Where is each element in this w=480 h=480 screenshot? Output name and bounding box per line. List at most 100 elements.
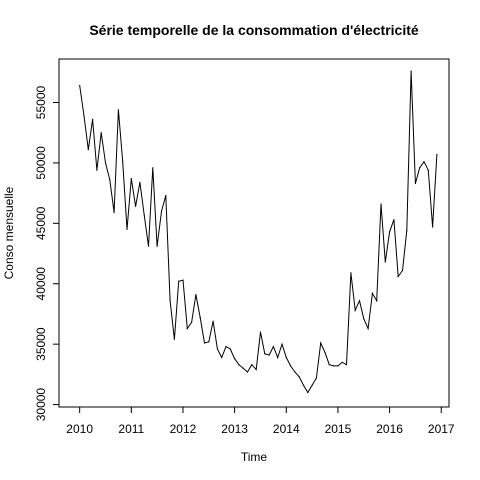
data-points	[79, 70, 438, 394]
data-point	[311, 384, 313, 386]
data-point	[384, 261, 386, 263]
data-point	[208, 341, 210, 343]
data-point	[109, 179, 111, 181]
data-point	[436, 153, 438, 156]
data-point	[389, 231, 391, 233]
data-point	[195, 294, 197, 296]
data-point	[147, 245, 150, 247]
data-point	[130, 178, 132, 180]
data-point	[143, 214, 145, 216]
data-point	[160, 210, 163, 212]
data-point	[225, 346, 227, 348]
data-point	[277, 356, 279, 359]
data-point	[216, 348, 218, 350]
data-point	[152, 167, 154, 169]
data-point	[371, 292, 373, 294]
data-point	[380, 203, 382, 205]
x-tick-label: 2017	[428, 422, 455, 436]
data-point	[427, 169, 429, 171]
y-tick-label: 30000	[34, 388, 48, 422]
data-point	[320, 342, 322, 344]
data-point	[246, 371, 249, 373]
data-point	[79, 85, 81, 87]
data-point	[169, 300, 171, 302]
data-point	[285, 356, 287, 359]
x-axis-label: Time	[241, 450, 268, 464]
data-point	[397, 275, 399, 278]
data-point	[251, 364, 253, 366]
data-point	[345, 364, 348, 366]
data-point	[376, 300, 378, 302]
data-point	[410, 70, 412, 72]
data-point	[298, 376, 300, 378]
data-point	[242, 367, 244, 369]
data-point	[307, 391, 309, 394]
y-tick-label: 35000	[34, 327, 48, 361]
data-point	[191, 321, 193, 323]
chart-title: Série temporelle de la consommation d'él…	[89, 22, 419, 38]
data-point	[173, 338, 175, 340]
data-point	[83, 115, 85, 117]
y-axis: 30000 35000 40000 45000 50000 55000	[34, 85, 59, 421]
data-point	[255, 368, 257, 371]
data-point	[414, 182, 416, 185]
x-axis: 2010 2011 2012 2013 2014 2015 2016 2017	[66, 407, 455, 436]
data-point	[165, 194, 167, 197]
data-point	[419, 167, 421, 169]
data-point	[367, 327, 369, 330]
data-point	[113, 211, 115, 214]
x-tick-label: 2015	[325, 422, 352, 436]
y-tick-label: 55000	[34, 85, 48, 119]
data-point	[324, 352, 326, 354]
data-point	[350, 272, 352, 274]
data-point	[100, 132, 102, 134]
consumption-series-line	[79, 71, 438, 394]
data-point	[290, 365, 292, 367]
data-point	[199, 317, 201, 319]
data-point	[354, 309, 356, 311]
data-point	[315, 377, 317, 379]
data-point	[337, 365, 339, 367]
data-point	[333, 365, 335, 367]
data-point	[139, 181, 141, 183]
data-point	[264, 353, 266, 355]
x-tick-label: 2012	[170, 422, 197, 436]
data-point	[363, 318, 365, 320]
data-point	[117, 109, 119, 111]
data-point	[221, 356, 223, 359]
data-point	[294, 371, 296, 373]
data-point	[92, 118, 94, 120]
x-tick-label: 2016	[376, 422, 403, 436]
plot-frame	[58, 58, 450, 408]
data-point	[393, 219, 395, 221]
data-point	[212, 320, 214, 322]
data-point	[87, 149, 89, 151]
data-point	[178, 280, 180, 282]
x-tick-label: 2010	[66, 422, 93, 436]
data-point	[229, 348, 231, 350]
data-point	[259, 331, 262, 333]
data-point	[234, 358, 236, 360]
data-point	[341, 361, 343, 363]
data-point	[401, 269, 404, 272]
y-tick-label: 50000	[34, 146, 48, 180]
x-tick-label: 2014	[273, 422, 300, 436]
data-point	[104, 162, 107, 164]
data-point	[268, 354, 270, 356]
data-point	[406, 230, 408, 232]
x-tick-label: 2011	[118, 422, 144, 436]
data-point	[238, 364, 240, 366]
data-point	[281, 343, 283, 345]
data-point	[186, 327, 188, 330]
data-point	[96, 169, 98, 171]
data-point	[328, 364, 330, 366]
data-point	[203, 342, 206, 344]
data-point	[423, 161, 425, 163]
data-point	[302, 384, 305, 386]
y-tick-label: 45000	[34, 206, 48, 240]
data-point	[358, 300, 361, 302]
y-tick-label: 40000	[34, 267, 48, 301]
data-point	[432, 226, 434, 228]
x-tick-label: 2013	[221, 422, 248, 436]
